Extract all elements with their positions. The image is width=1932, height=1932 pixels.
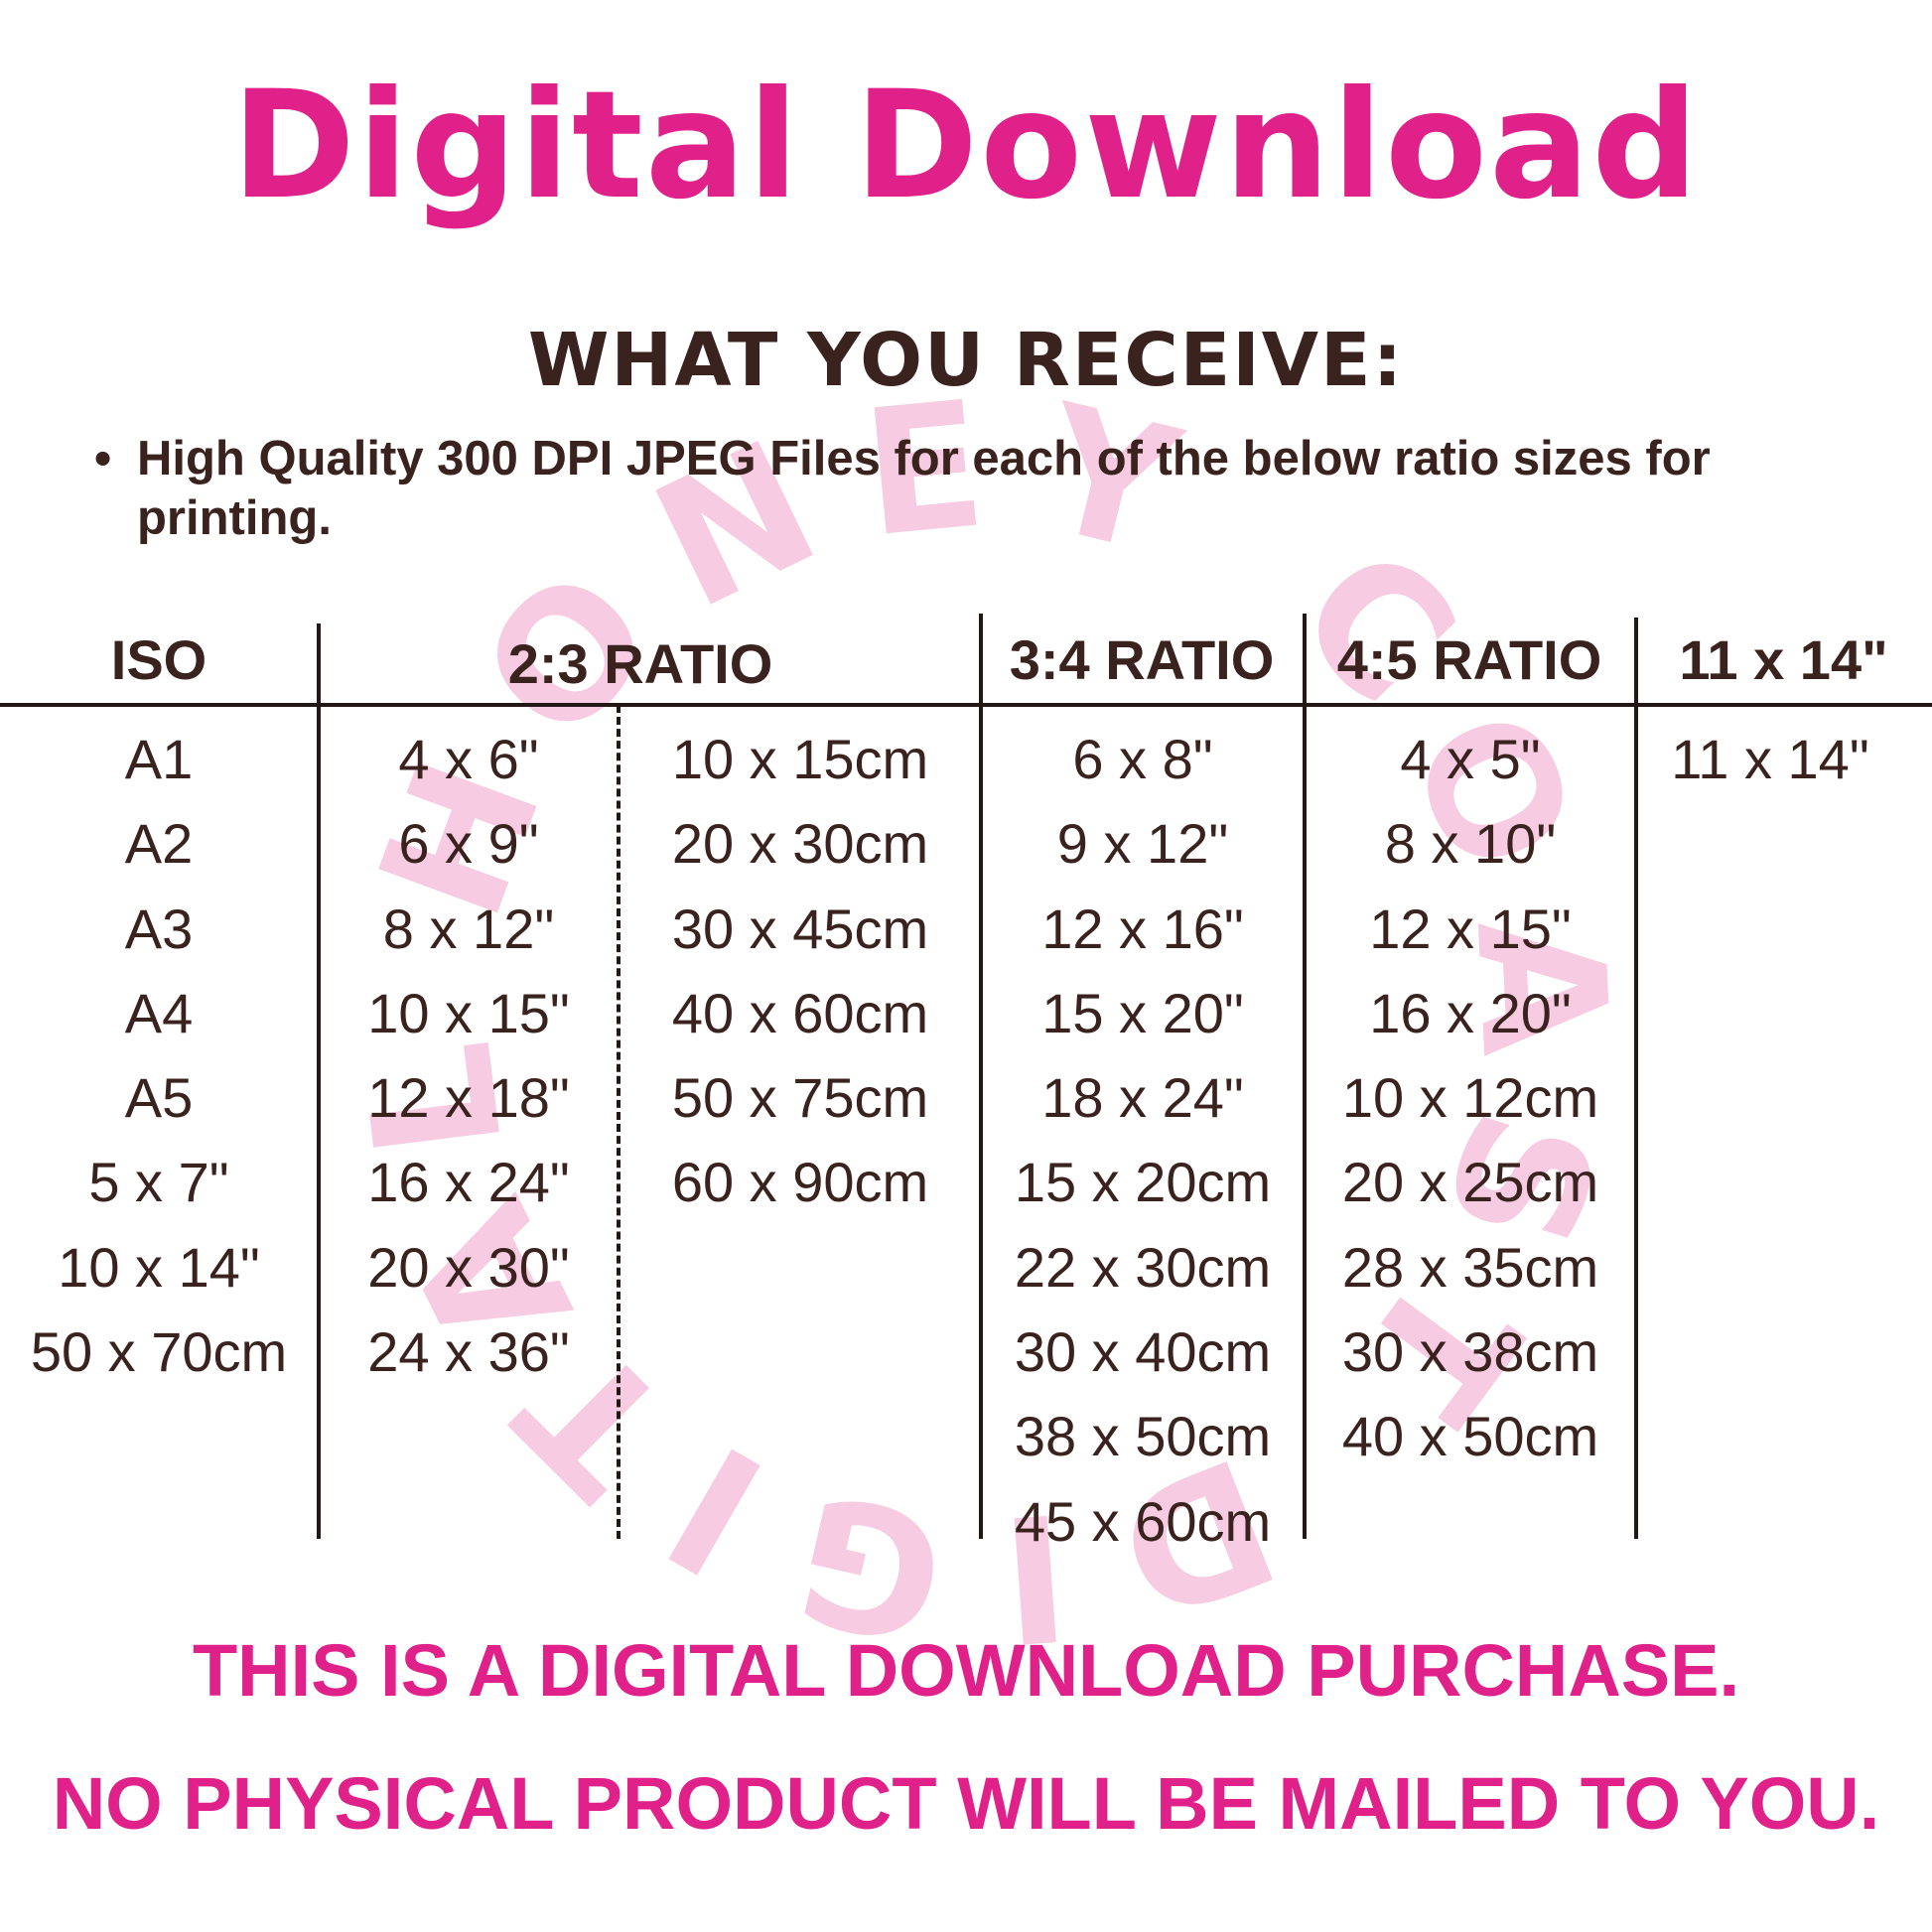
column-divider bbox=[1303, 614, 1307, 1539]
table-cell: 40 x 60cm bbox=[671, 981, 929, 1044]
table-cell: 45 x 60cm bbox=[1014, 1489, 1272, 1553]
table-cell: 8 x 10" bbox=[1384, 812, 1557, 876]
table-cell: A4 bbox=[124, 981, 194, 1044]
table-cell: 38 x 50cm bbox=[1014, 1405, 1272, 1468]
table-cell: 6 x 8" bbox=[1072, 728, 1213, 790]
column-ratio-3-4: 6 x 8" 9 x 12" 12 x 16" 15 x 20" 18 x 24" 15 … bbox=[983, 717, 1303, 1564]
header-ratio-4-5: 4:5 RATIO bbox=[1336, 628, 1602, 691]
table-cell: 18 x 24" bbox=[1041, 1066, 1244, 1130]
table-cell: 6 x 9" bbox=[398, 812, 539, 876]
page-title: Digital Download bbox=[231, 60, 1701, 232]
table-cell: 30 x 38cm bbox=[1341, 1320, 1599, 1384]
table-cell: 24 x 36" bbox=[367, 1320, 570, 1384]
header-iso: ISO bbox=[110, 628, 207, 691]
column-divider bbox=[1634, 618, 1638, 1539]
bullet-text: High Quality 300 DPI JPEG Files for each… bbox=[137, 432, 1711, 545]
table-cell: 30 x 40cm bbox=[1014, 1320, 1272, 1384]
table-cell: 20 x 25cm bbox=[1341, 1151, 1599, 1214]
table-cell: A3 bbox=[124, 897, 194, 960]
table-cell: 12 x 18" bbox=[367, 1066, 570, 1130]
column-divider-dashed bbox=[617, 705, 621, 1539]
notice-line-1: THIS IS A DIGITAL DOWNLOAD PURCHASE. bbox=[192, 1629, 1740, 1712]
table-cell: 16 x 24" bbox=[367, 1151, 570, 1214]
header-11x14: 11 x 14" bbox=[1679, 628, 1888, 691]
header-ratio-3-4: 3:4 RATIO bbox=[1009, 628, 1275, 691]
header-ratio-2-3: 2:3 RATIO bbox=[507, 632, 773, 695]
table-cell: A5 bbox=[124, 1066, 194, 1130]
table-cell: 28 x 35cm bbox=[1341, 1235, 1599, 1299]
column-ratio-2-3-inches: 4 x 6" 6 x 9" 8 x 12" 10 x 15" 12 x 18" 16 x … bbox=[320, 717, 618, 1394]
column-divider bbox=[317, 623, 321, 1539]
table-cell: 10 x 14" bbox=[58, 1235, 260, 1299]
bullet-dot-icon: • bbox=[94, 432, 112, 485]
table-cell: 11 x 14" bbox=[1671, 728, 1869, 790]
table-cell: A2 bbox=[124, 812, 194, 876]
table-cell: 15 x 20" bbox=[1041, 981, 1244, 1044]
table-cell: 50 x 70cm bbox=[30, 1320, 288, 1384]
column-ratio-4-5: 4 x 5" 8 x 10" 12 x 15" 16 x 20" 10 x 12cm 20… bbox=[1307, 717, 1634, 1479]
table-cell: 30 x 45cm bbox=[671, 897, 929, 960]
table-cell: 22 x 30cm bbox=[1014, 1235, 1272, 1299]
table-cell: 40 x 50cm bbox=[1341, 1405, 1599, 1468]
table-cell: 20 x 30cm bbox=[671, 812, 929, 876]
column-11x14: 11 x 14" bbox=[1638, 717, 1902, 801]
table-cell: 15 x 20cm bbox=[1014, 1151, 1272, 1214]
table-cell: A1 bbox=[124, 728, 194, 790]
table-cell: 50 x 75cm bbox=[671, 1066, 929, 1130]
table-cell: 20 x 30" bbox=[367, 1235, 570, 1299]
column-divider bbox=[979, 614, 983, 1539]
table-cell: 10 x 12cm bbox=[1341, 1066, 1599, 1130]
column-iso: A1 A2 A3 A4 A5 5 x 7" 10 x 14" 50 x 70cm bbox=[0, 717, 318, 1394]
table-cell: 16 x 20" bbox=[1369, 981, 1572, 1044]
section-heading: WHAT YOU RECEIVE: bbox=[527, 318, 1405, 403]
table-cell: 10 x 15cm bbox=[671, 728, 929, 790]
bullet-item: • High Quality 300 DPI JPEG Files for ea… bbox=[94, 429, 1911, 548]
table-cell: 10 x 15" bbox=[367, 981, 570, 1044]
header-divider bbox=[0, 703, 1932, 707]
table-cell: 4 x 5" bbox=[1400, 728, 1541, 790]
table-cell: 12 x 16" bbox=[1041, 897, 1244, 960]
table-cell: 8 x 12" bbox=[382, 897, 555, 960]
notice-line-2: NO PHYSICAL PRODUCT WILL BE MAILED TO YO… bbox=[52, 1762, 1880, 1845]
table-cell: 4 x 6" bbox=[398, 728, 539, 790]
column-ratio-2-3-cm: 10 x 15cm 20 x 30cm 30 x 45cm 40 x 60cm 50 x… bbox=[621, 717, 980, 1225]
table-cell: 60 x 90cm bbox=[671, 1151, 929, 1214]
table-cell: 9 x 12" bbox=[1056, 812, 1229, 876]
table-cell: 5 x 7" bbox=[88, 1151, 229, 1214]
table-cell: 12 x 15" bbox=[1369, 897, 1572, 960]
